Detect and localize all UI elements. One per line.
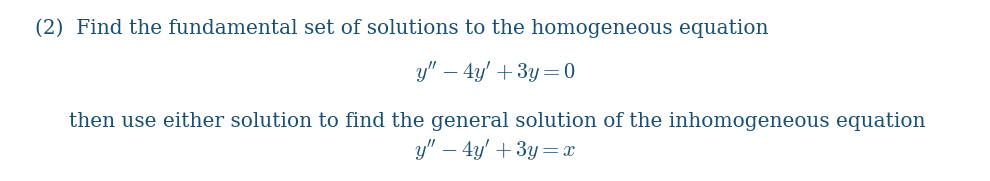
Text: $y'' - 4y' + 3y = 0$: $y'' - 4y' + 3y = 0$ xyxy=(415,60,575,85)
Text: then use either solution to find the general solution of the inhomogeneous equat: then use either solution to find the gen… xyxy=(69,112,926,131)
Text: (2)  Find the fundamental set of solutions to the homogeneous equation: (2) Find the fundamental set of solution… xyxy=(35,18,768,38)
Text: $y'' - 4y' + 3y = x$: $y'' - 4y' + 3y = x$ xyxy=(414,137,576,163)
